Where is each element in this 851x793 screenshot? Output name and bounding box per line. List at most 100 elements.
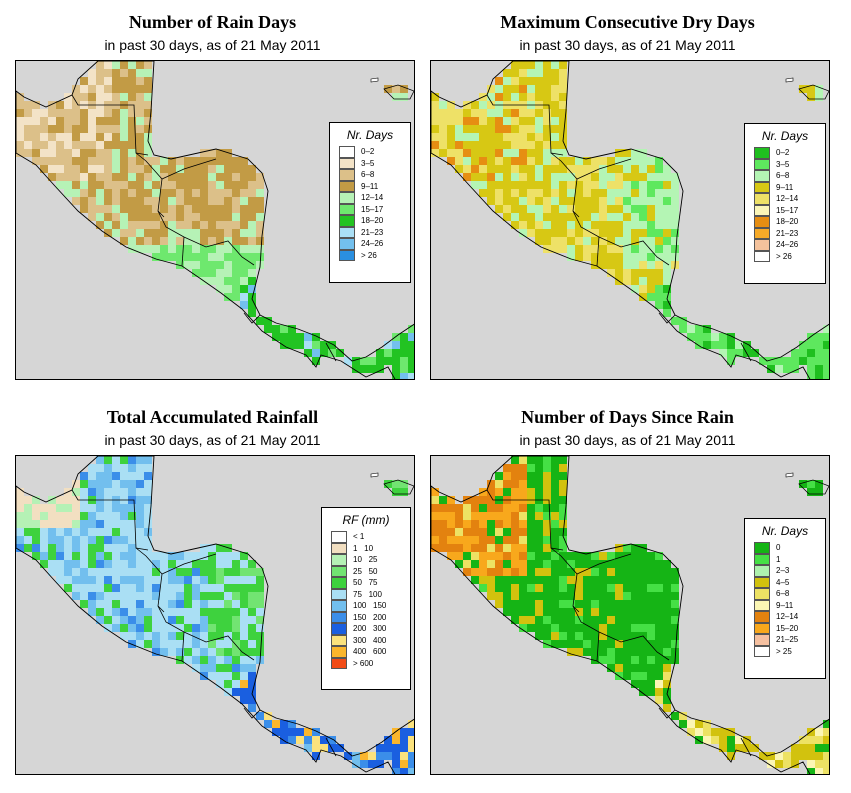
legend-label: 6–8 <box>361 170 375 180</box>
country-border <box>181 631 185 662</box>
legend-swatch <box>754 193 770 205</box>
legend-swatch <box>754 147 770 159</box>
legend-label: 4–5 <box>776 577 790 587</box>
legend-entry: > 600 <box>331 657 410 669</box>
country-border <box>157 178 255 266</box>
legend-entry: 15–20 <box>754 622 825 634</box>
country-border <box>572 605 580 613</box>
legend-swatch <box>754 542 770 554</box>
legend-swatch <box>754 599 770 611</box>
legend-label: 15–17 <box>361 204 384 214</box>
country-border <box>71 94 149 156</box>
legend-entry: < 1 <box>331 531 410 543</box>
legend-entry: 400 600 <box>331 646 410 658</box>
legend-swatch <box>754 634 770 646</box>
legend-entry: 200 300 <box>331 623 410 635</box>
legend-entry: 9–11 <box>339 180 410 192</box>
legend-swatch <box>339 146 355 158</box>
country-border <box>596 631 600 662</box>
legend-entry: 10 25 <box>331 554 410 566</box>
country-border <box>325 342 337 362</box>
country-border <box>572 178 670 266</box>
legend-label: 0 <box>776 543 781 553</box>
legend-entry: 6–8 <box>339 169 410 181</box>
legend-label: 75 100 <box>353 589 382 599</box>
legend-label: 9–11 <box>776 600 794 610</box>
legend-entry: 21–23 <box>339 226 410 238</box>
legend-swatch <box>754 622 770 634</box>
legend-label: 21–23 <box>776 228 799 238</box>
legend-entry: 15–17 <box>339 203 410 215</box>
legend-label: 1 <box>776 554 781 564</box>
country-border <box>486 489 564 551</box>
legend-label: 150 200 <box>353 612 387 622</box>
country-border <box>486 94 564 156</box>
legend-entry: 75 100 <box>331 588 410 600</box>
legend-swatch <box>331 600 347 612</box>
legend-label: > 25 <box>776 646 792 656</box>
legend-entry: 150 200 <box>331 611 410 623</box>
legend-label: 12–14 <box>361 193 384 203</box>
legend-swatch <box>754 227 770 239</box>
legend-swatch <box>339 180 355 192</box>
coastline <box>431 61 829 379</box>
map-rain-days: Nr. Days 0–2 3–5 6–8 9–11 12–14 15–17 18–20 21–2… <box>15 60 415 380</box>
country-border <box>243 707 261 719</box>
legend-swatch <box>331 588 347 600</box>
panel-subtitle: in past 30 days, as of 21 May 2011 <box>104 37 321 53</box>
legend-title: RF (mm) <box>342 513 390 527</box>
country-border <box>658 312 676 324</box>
legend-label: 3–5 <box>361 158 375 168</box>
legend-dry-days: Nr. Days 0–2 3–5 6–8 9–11 12–14 15–17 18–20 21–2… <box>744 123 826 284</box>
panel-subtitle: in past 30 days, as of 21 May 2011 <box>519 37 736 53</box>
country-border <box>181 236 185 267</box>
panel-days-since-rain: Number of Days Since Rain in past 30 day… <box>415 395 840 791</box>
country-border <box>325 737 337 757</box>
legend-swatch <box>331 542 347 554</box>
panel-accumulated-rainfall: Total Accumulated Rainfall in past 30 da… <box>0 395 425 791</box>
map-canvas <box>431 456 829 774</box>
legend-label: 100 150 <box>353 601 387 611</box>
coastline <box>16 61 414 379</box>
legend-label: 0–2 <box>361 147 375 157</box>
legend-entry: 18–20 <box>339 215 410 227</box>
coastline <box>16 456 414 774</box>
legend-swatch <box>339 226 355 238</box>
legend-label: 1 10 <box>353 543 374 553</box>
legend-entry: 21–23 <box>754 227 825 239</box>
panel-title: Number of Rain Days <box>128 12 297 32</box>
legend-swatch <box>754 239 770 251</box>
legend-swatch <box>339 215 355 227</box>
country-border <box>596 236 600 267</box>
country-border <box>740 737 752 757</box>
legend-entry: 9–11 <box>754 599 825 611</box>
legend-swatch <box>754 181 770 193</box>
legend-swatch <box>331 634 347 646</box>
legend-swatch <box>754 645 770 657</box>
legend-entry: 3–5 <box>339 157 410 169</box>
legend-swatch <box>331 646 347 658</box>
map-canvas <box>16 456 414 774</box>
data-grid <box>16 61 414 379</box>
legend-swatch <box>331 657 347 669</box>
legend-swatch <box>754 204 770 216</box>
legend-entry: 2–3 <box>754 565 825 577</box>
map-canvas <box>16 61 414 379</box>
country-border <box>572 210 580 218</box>
legend-label: > 600 <box>353 658 374 668</box>
legend-label: 6–8 <box>776 171 790 181</box>
legend-swatch <box>339 249 355 261</box>
legend-title: Nr. Days <box>761 129 809 143</box>
legend-entry: 3–5 <box>754 158 825 170</box>
legend-label: > 26 <box>776 251 792 261</box>
country-border <box>658 707 676 719</box>
legend-entry: 25 50 <box>331 565 410 577</box>
legend-entry: 12–14 <box>754 611 825 623</box>
country-border <box>572 573 670 661</box>
legend-entry: 0–2 <box>339 146 410 158</box>
country-border <box>740 342 752 362</box>
legend-label: 3–5 <box>776 159 790 169</box>
legend-entry: > 25 <box>754 645 825 657</box>
legend-swatch <box>339 169 355 181</box>
panel-subtitle: in past 30 days, as of 21 May 2011 <box>519 432 736 448</box>
